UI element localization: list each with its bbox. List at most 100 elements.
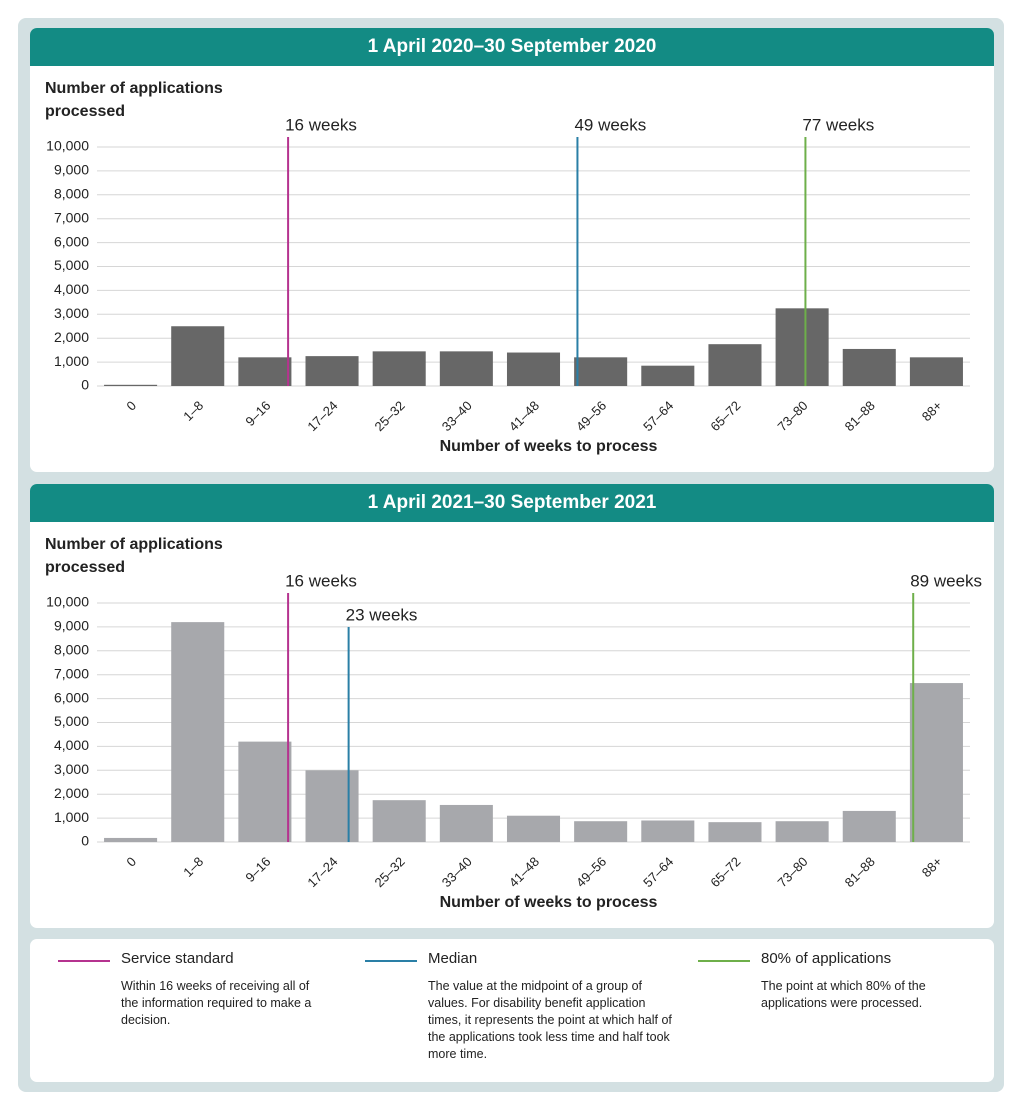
x-tick-label: 33–40 (439, 854, 475, 890)
x-axis-label: Number of weeks to process (440, 894, 658, 911)
bar (708, 822, 762, 842)
bar (104, 837, 158, 842)
bar (506, 815, 561, 842)
x-tick-label: 41–48 (506, 854, 542, 890)
y-tick-label: 10,000 (46, 138, 89, 154)
x-tick-label: 25–32 (372, 398, 408, 434)
x-tick-label: 9–16 (242, 398, 273, 429)
marker-label: 16 weeks (285, 571, 357, 590)
x-tick-label: 81–88 (842, 398, 878, 434)
x-tick-label: 65–72 (707, 398, 743, 434)
bar (708, 344, 762, 386)
bar (909, 357, 963, 386)
y-tick-label: 1,000 (54, 353, 89, 369)
y-tick-label: 0 (81, 833, 89, 849)
bar (641, 365, 695, 386)
x-tick-label: 1–8 (180, 398, 206, 424)
bar (842, 348, 896, 386)
y-tick-label: 5,000 (54, 257, 89, 273)
marker-label: 77 weeks (802, 115, 874, 134)
x-tick-label: 73–80 (774, 398, 810, 434)
bar (909, 683, 963, 842)
bar (238, 741, 292, 842)
bar (775, 821, 829, 842)
chart-panel: 1 April 2021–30 September 2021 Number of … (30, 484, 994, 928)
bar (439, 804, 493, 842)
bar (506, 352, 561, 386)
y-tick-label: 1,000 (54, 809, 89, 825)
y-axis-label: Number of applications processed (45, 80, 223, 120)
legend-panel (30, 939, 994, 1082)
y-tick-label: 2,000 (54, 329, 89, 345)
bar (238, 357, 292, 386)
x-tick-label: 17–24 (304, 398, 340, 434)
y-tick-label: 8,000 (54, 186, 89, 202)
bar (305, 356, 359, 386)
legend-name: Service standard (121, 950, 234, 967)
x-axis-label: Number of weeks to process (440, 438, 658, 455)
x-tick-label: 65–72 (707, 854, 743, 890)
marker-label: 49 weeks (574, 115, 646, 134)
x-tick-label: 81–88 (842, 854, 878, 890)
legend-swatch (698, 960, 750, 962)
bar (842, 810, 896, 842)
bar (305, 770, 359, 842)
y-tick-label: 6,000 (54, 689, 89, 705)
bar (775, 308, 829, 386)
x-tick-label: 1–8 (180, 854, 206, 880)
y-tick-label: 7,000 (54, 209, 89, 225)
y-tick-label: 6,000 (54, 233, 89, 249)
y-tick-label: 2,000 (54, 785, 89, 801)
bar (171, 326, 225, 386)
x-tick-label: 49–56 (573, 854, 609, 890)
x-tick-label: 49–56 (573, 398, 609, 434)
x-tick-label: 25–32 (372, 854, 408, 890)
x-tick-label: 33–40 (439, 398, 475, 434)
bar (104, 384, 158, 386)
y-tick-label: 0 (81, 377, 89, 393)
x-tick-label: 57–64 (640, 854, 676, 890)
x-tick-label: 88+ (919, 854, 945, 880)
bar (641, 820, 695, 842)
bar (372, 800, 426, 842)
legend-name: Median (428, 950, 478, 967)
x-tick-label: 88+ (919, 398, 945, 424)
chart-title: 1 April 2020–30 September 2020 (30, 28, 994, 66)
x-tick-label: 73–80 (774, 854, 810, 890)
y-tick-label: 9,000 (54, 162, 89, 178)
bar (574, 821, 628, 842)
legend-description: Within 16 weeks of receiving all of the … (121, 979, 312, 1027)
marker-label: 89 weeks (910, 571, 982, 590)
chart-panel: 1 April 2020–30 September 2020 Number of … (30, 28, 994, 472)
y-tick-label: 10,000 (46, 594, 89, 610)
y-tick-label: 3,000 (54, 761, 89, 777)
x-tick-label: 17–24 (304, 854, 340, 890)
legend-name: 80% of applications (761, 950, 892, 967)
bar (574, 357, 628, 386)
y-tick-label: 4,000 (54, 281, 89, 297)
y-axis-label: Number of applications processed (45, 536, 223, 576)
bar (372, 351, 426, 386)
y-tick-label: 5,000 (54, 713, 89, 729)
legend-swatch (365, 960, 417, 962)
chart: 0 1,000 2,000 3,000 4,000 5,000 6,000 7,000 8,00… (46, 571, 982, 911)
y-tick-label: 7,000 (54, 665, 89, 681)
x-tick-label: 0 (123, 854, 139, 870)
x-tick-label: 9–16 (242, 854, 273, 885)
marker-label: 23 weeks (346, 605, 418, 624)
chart-title: 1 April 2021–30 September 2021 (30, 484, 994, 522)
legend-description: The value at the midpoint of a group of … (428, 979, 672, 1061)
y-tick-label: 9,000 (54, 618, 89, 634)
y-tick-label: 3,000 (54, 305, 89, 321)
x-tick-label: 57–64 (640, 398, 676, 434)
legend-swatch (58, 960, 110, 962)
bar (171, 622, 225, 842)
marker-label: 16 weeks (285, 115, 357, 134)
y-tick-label: 4,000 (54, 737, 89, 753)
x-tick-label: 0 (123, 398, 139, 414)
y-tick-label: 8,000 (54, 642, 89, 658)
chart: 0 1,000 2,000 3,000 4,000 5,000 6,000 7,000 8,00… (46, 115, 970, 455)
bar (439, 351, 493, 386)
x-tick-label: 41–48 (506, 398, 542, 434)
